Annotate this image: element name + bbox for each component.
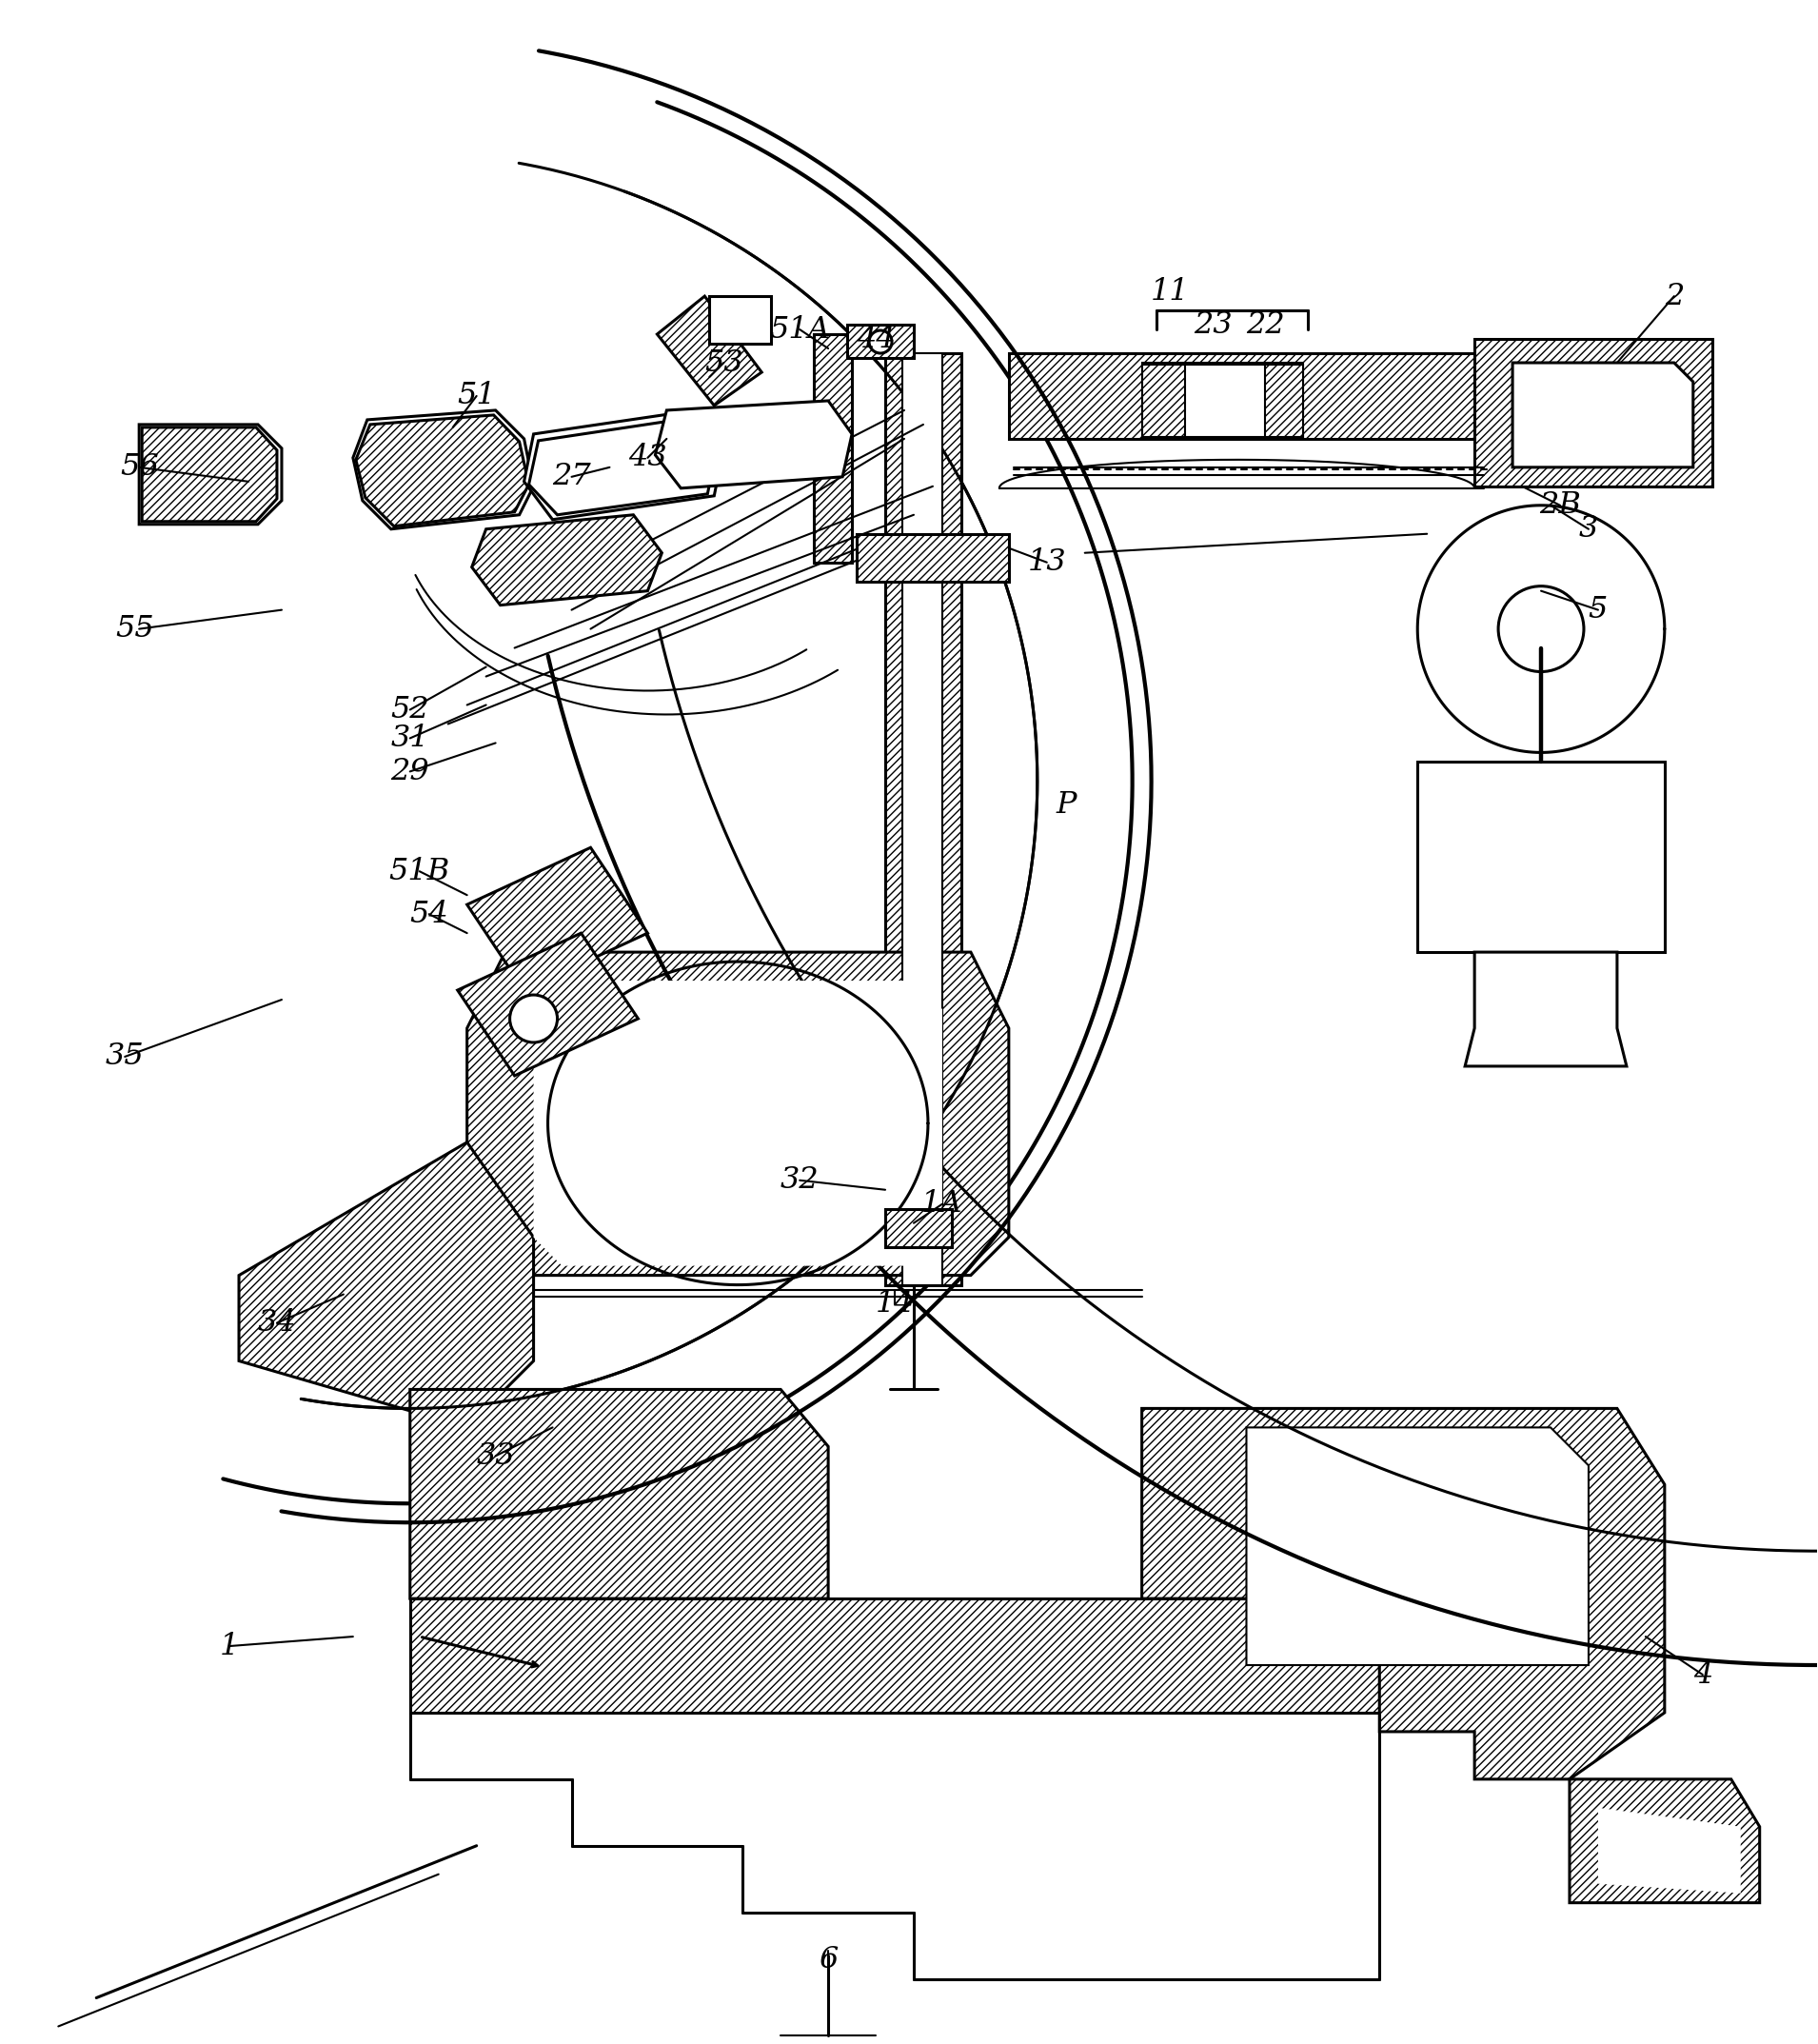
Text: 14: 14 bbox=[874, 1290, 914, 1318]
Text: 1: 1 bbox=[220, 1631, 240, 1662]
Text: 13: 13 bbox=[1027, 548, 1065, 576]
Polygon shape bbox=[1569, 1778, 1760, 1903]
Polygon shape bbox=[1474, 339, 1713, 486]
Polygon shape bbox=[411, 1598, 1380, 1713]
Polygon shape bbox=[1465, 953, 1627, 1067]
Text: 55: 55 bbox=[115, 613, 155, 644]
Polygon shape bbox=[902, 354, 942, 1286]
Polygon shape bbox=[856, 533, 1009, 580]
Circle shape bbox=[509, 995, 558, 1042]
Polygon shape bbox=[1418, 762, 1665, 953]
Polygon shape bbox=[142, 427, 276, 521]
Polygon shape bbox=[1142, 1408, 1665, 1778]
Text: 3: 3 bbox=[1578, 515, 1598, 544]
Polygon shape bbox=[458, 934, 638, 1075]
Text: 33: 33 bbox=[476, 1441, 514, 1472]
Polygon shape bbox=[1142, 362, 1304, 439]
Text: 4: 4 bbox=[1693, 1660, 1713, 1690]
Polygon shape bbox=[847, 325, 914, 358]
Polygon shape bbox=[467, 953, 1009, 1275]
Text: 5: 5 bbox=[1589, 595, 1607, 625]
Text: 44: 44 bbox=[856, 325, 894, 354]
Polygon shape bbox=[140, 425, 282, 525]
Polygon shape bbox=[353, 411, 533, 529]
Text: 35: 35 bbox=[105, 1042, 144, 1071]
Polygon shape bbox=[1598, 1807, 1740, 1893]
Polygon shape bbox=[238, 1143, 533, 1427]
Text: 23: 23 bbox=[1194, 311, 1233, 339]
Text: 11: 11 bbox=[1151, 276, 1189, 307]
Text: 1A: 1A bbox=[922, 1190, 964, 1218]
Polygon shape bbox=[473, 515, 662, 605]
Polygon shape bbox=[1009, 354, 1483, 439]
Polygon shape bbox=[1513, 362, 1693, 468]
Text: 6: 6 bbox=[818, 1946, 838, 1975]
Text: 51A: 51A bbox=[769, 315, 831, 343]
Polygon shape bbox=[654, 401, 853, 489]
Polygon shape bbox=[885, 354, 962, 1286]
Text: 2B: 2B bbox=[1540, 491, 1582, 519]
Polygon shape bbox=[411, 1390, 829, 1598]
Polygon shape bbox=[524, 411, 724, 519]
Circle shape bbox=[1498, 587, 1583, 672]
Text: 29: 29 bbox=[391, 756, 429, 787]
Polygon shape bbox=[885, 1208, 953, 1247]
Text: 34: 34 bbox=[258, 1308, 296, 1337]
Text: 31: 31 bbox=[391, 724, 429, 752]
Text: 53: 53 bbox=[704, 347, 744, 378]
Text: P: P bbox=[1056, 791, 1076, 820]
Text: 52: 52 bbox=[391, 695, 429, 724]
Polygon shape bbox=[709, 296, 771, 343]
Polygon shape bbox=[814, 335, 853, 562]
Text: 54: 54 bbox=[409, 899, 449, 928]
Polygon shape bbox=[356, 415, 529, 525]
Text: 32: 32 bbox=[780, 1165, 820, 1196]
Text: 2: 2 bbox=[1665, 282, 1683, 311]
Polygon shape bbox=[1142, 364, 1304, 437]
Circle shape bbox=[869, 331, 893, 354]
Text: 56: 56 bbox=[120, 452, 158, 482]
Text: 51: 51 bbox=[456, 382, 496, 411]
Polygon shape bbox=[533, 981, 942, 1265]
Polygon shape bbox=[1185, 364, 1265, 437]
Polygon shape bbox=[467, 848, 647, 989]
Text: 27: 27 bbox=[553, 462, 591, 491]
Text: 22: 22 bbox=[1245, 311, 1285, 339]
Text: 51B: 51B bbox=[389, 856, 451, 887]
Polygon shape bbox=[1247, 1427, 1589, 1666]
Text: 43: 43 bbox=[629, 444, 667, 472]
Polygon shape bbox=[529, 417, 716, 515]
Polygon shape bbox=[656, 296, 762, 405]
